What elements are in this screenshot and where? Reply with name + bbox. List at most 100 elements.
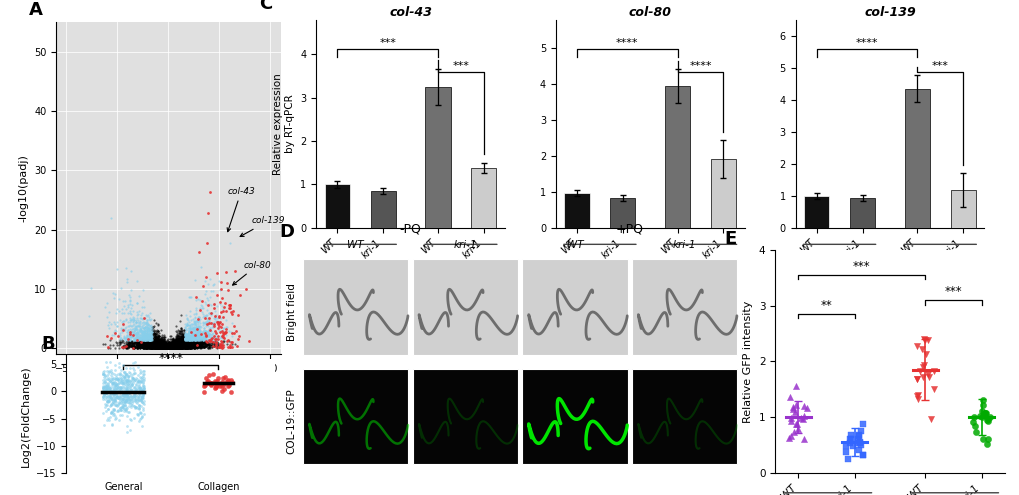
Point [158, 343, 174, 351]
Point [170, 341, 186, 348]
Point [914, 373, 930, 381]
Point [202, 336, 218, 344]
Point [154, 343, 170, 351]
Point [111, 359, 127, 367]
Point [136, 344, 152, 351]
Point [149, 344, 165, 352]
Point [130, 336, 147, 344]
Point [122, 342, 139, 350]
Point [145, 343, 161, 350]
Point [110, 392, 126, 400]
Point [155, 342, 171, 349]
Point [133, 340, 150, 347]
Point [135, 334, 151, 342]
Point [111, 386, 127, 394]
Point [100, 397, 116, 405]
Point [161, 343, 177, 351]
Point [167, 343, 183, 351]
Point [212, 380, 228, 388]
Point [158, 342, 174, 349]
Point [786, 428, 802, 436]
Point [144, 336, 160, 344]
Point [132, 374, 149, 382]
Point [179, 344, 196, 351]
Point [159, 341, 175, 348]
Point [164, 344, 180, 351]
Point [158, 343, 174, 351]
Point [151, 336, 167, 344]
Point [167, 337, 183, 345]
Point [147, 344, 163, 352]
Point [165, 342, 181, 349]
Point [166, 344, 182, 351]
Point [176, 334, 193, 342]
Point [154, 341, 170, 349]
Point [164, 343, 180, 351]
Point [133, 335, 150, 343]
Point [153, 342, 169, 350]
Bar [324, 184, 350, 228]
Point [197, 327, 213, 335]
Point [162, 342, 178, 350]
Point [199, 343, 215, 351]
Point [156, 342, 172, 349]
Point [173, 327, 190, 335]
Point [186, 329, 203, 337]
Point [170, 339, 186, 347]
Point [141, 330, 157, 338]
Point [133, 339, 150, 346]
Point [169, 344, 185, 351]
Point [157, 341, 173, 348]
Point [160, 343, 176, 351]
Point [132, 331, 149, 339]
Point [175, 334, 192, 342]
Point [162, 342, 178, 349]
Point [191, 326, 207, 334]
Point [135, 340, 151, 348]
Point [195, 304, 211, 312]
Point [184, 338, 201, 346]
Point [173, 343, 190, 351]
Point [126, 377, 143, 385]
Point [167, 344, 183, 351]
Point [163, 340, 179, 348]
Point [165, 338, 181, 346]
Point [156, 342, 172, 350]
Point [200, 336, 216, 344]
Point [153, 344, 169, 351]
Point [129, 375, 146, 383]
Point [185, 335, 202, 343]
Point [104, 408, 120, 416]
Point [131, 377, 148, 385]
Point [98, 389, 114, 397]
Point [179, 342, 196, 349]
Point [208, 383, 224, 391]
Point [171, 343, 187, 350]
Point [173, 336, 190, 344]
Point [149, 328, 165, 336]
Point [157, 341, 173, 349]
Point [187, 343, 204, 350]
Point [148, 341, 164, 348]
Point [215, 385, 231, 393]
Point [149, 342, 165, 350]
Point [160, 344, 176, 351]
Point [155, 342, 171, 350]
Point [211, 321, 227, 329]
Point [121, 342, 138, 350]
Point [162, 343, 178, 351]
Point [121, 390, 138, 397]
Point [209, 344, 225, 352]
Point [171, 341, 187, 348]
Point [148, 339, 164, 346]
Point [158, 342, 174, 349]
Point [162, 342, 178, 349]
Point [155, 343, 171, 350]
Point [143, 335, 159, 343]
Point [108, 398, 124, 406]
Point [157, 342, 173, 350]
Point [157, 344, 173, 352]
Point [148, 342, 164, 349]
Point [171, 342, 187, 350]
Point [149, 343, 165, 351]
